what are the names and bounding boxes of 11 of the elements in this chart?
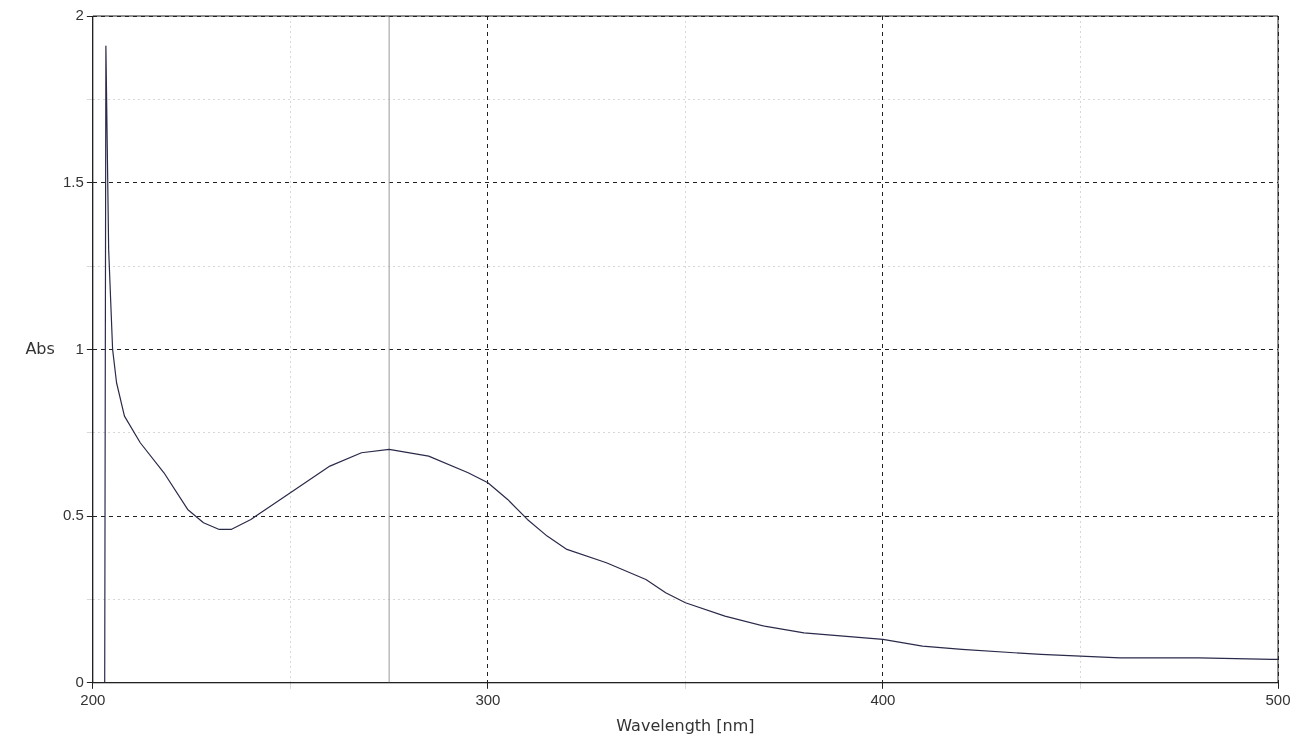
x-axis-title: Wavelength [nm] (616, 715, 755, 735)
x-tick-label: 300 (475, 690, 501, 708)
y-tick-label: 1.5 (62, 172, 84, 190)
x-tick-label: 400 (870, 690, 896, 708)
y-tick-label: 0 (75, 672, 84, 690)
y-tick-label: 1 (75, 339, 84, 357)
x-tick-label: 500 (1265, 690, 1291, 708)
x-tick-label: 200 (80, 690, 106, 708)
y-axis-title: Abs (25, 338, 55, 358)
y-tick-label: 0.5 (62, 506, 84, 524)
y-tick-label: 2 (75, 6, 84, 24)
